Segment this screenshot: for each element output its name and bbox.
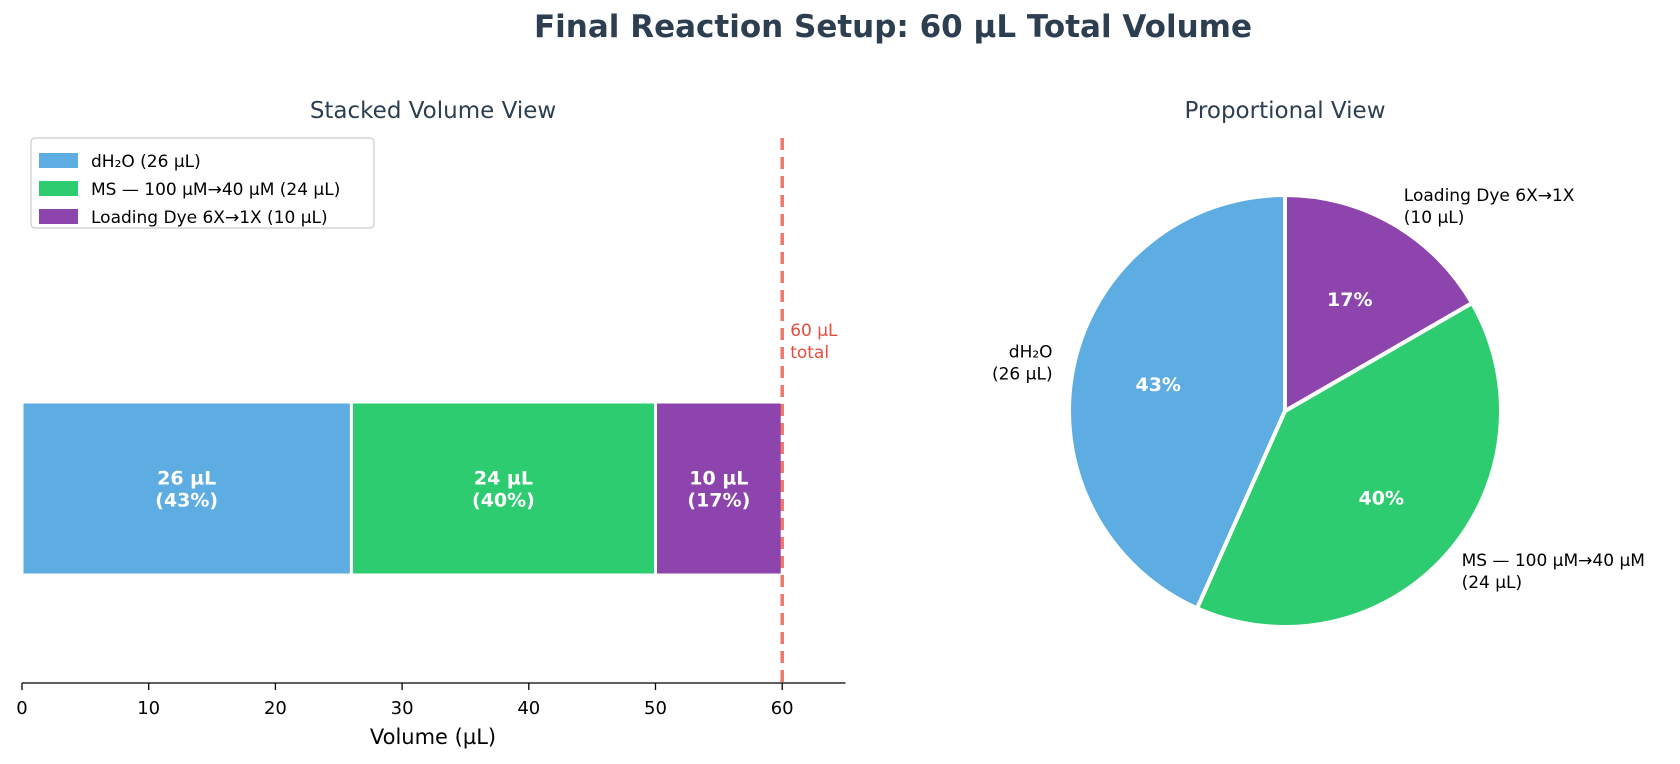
bar-segment-value-label: 26 µL xyxy=(157,468,216,490)
x-tick-label: 10 xyxy=(137,698,160,719)
pie-slice-volume-label: (10 µL) xyxy=(1404,208,1465,228)
bar-segment-percent-label: (40%) xyxy=(472,490,535,512)
bar-segment-percent-label: (17%) xyxy=(687,490,750,512)
x-axis-label: Volume (µL) xyxy=(370,725,496,749)
x-tick-label: 50 xyxy=(644,698,667,719)
legend-swatch xyxy=(39,181,78,196)
legend-frame xyxy=(30,137,375,229)
x-tick-label: 0 xyxy=(16,698,27,719)
legend-entry-label: MS — 100 µM→40 µM (24 µL) xyxy=(91,180,340,200)
legend-swatch xyxy=(39,153,78,168)
bar-chart-title: Stacked Volume View xyxy=(310,98,556,124)
bar-segment xyxy=(20,400,353,577)
bar-segment-value-label: 10 µL xyxy=(689,468,748,490)
proportional-pie-chart: Proportional View 43% dH₂O(26 µL) 40% MS — … xyxy=(992,98,1645,629)
pie-slice-percent: 43% xyxy=(1135,374,1180,396)
stacked-volume-chart: Stacked Volume View Volume (µL) 26 µL(43… xyxy=(16,98,846,749)
x-tick-label: 30 xyxy=(391,698,414,719)
pie-slice-volume-label: (26 µL) xyxy=(992,365,1053,385)
figure-title: Final Reaction Setup: 60 µL Total Volume xyxy=(534,9,1252,45)
pie-slice xyxy=(1195,301,1503,629)
bar-segment xyxy=(349,400,657,577)
legend-entry-label: dH₂O (26 µL) xyxy=(91,152,201,172)
reference-line-label-total: total xyxy=(790,343,829,363)
reference-line-label: 60 µL xyxy=(790,321,838,341)
x-tick-label: 40 xyxy=(517,698,540,719)
pie-slice-percent: 40% xyxy=(1359,488,1404,510)
pie-slice-percent: 17% xyxy=(1327,289,1372,311)
x-tick-label: 60 xyxy=(771,698,794,719)
pie-slice-label: dH₂O xyxy=(1009,343,1053,363)
pie-slice-label: MS — 100 µM→40 µM xyxy=(1462,551,1645,571)
legend-entry-label: Loading Dye 6X→1X (10 µL) xyxy=(91,208,328,228)
pie-slice-label: Loading Dye 6X→1X xyxy=(1404,186,1575,206)
pie-slice xyxy=(1067,193,1287,611)
x-tick-label: 20 xyxy=(264,698,287,719)
bar-segment-percent-label: (43%) xyxy=(155,490,218,512)
bar-segment-value-label: 24 µL xyxy=(474,468,533,490)
legend: dH₂O (26 µL) MS — 100 µM→40 µM (24 µL) Loa… xyxy=(30,137,375,229)
legend-swatch xyxy=(39,209,78,224)
pie-chart-title: Proportional View xyxy=(1184,98,1385,124)
pie-slice xyxy=(1283,193,1475,413)
bar-segment xyxy=(654,400,784,577)
pie-slice-volume-label: (24 µL) xyxy=(1462,573,1523,593)
